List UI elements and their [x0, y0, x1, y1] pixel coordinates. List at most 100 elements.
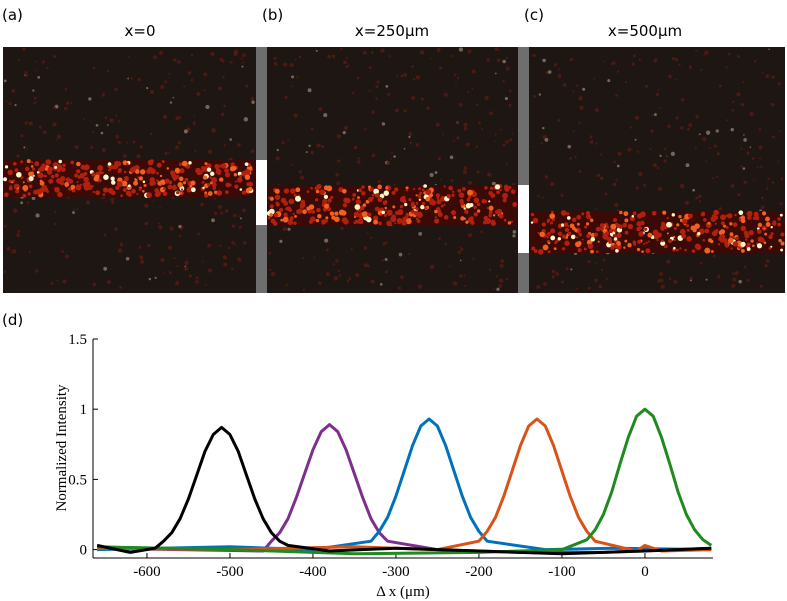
speckle — [149, 89, 154, 94]
speckle — [250, 97, 255, 101]
speckle — [450, 54, 454, 58]
speckle — [434, 209, 438, 214]
speckle — [656, 239, 659, 242]
speckle — [93, 176, 100, 182]
speckle — [167, 245, 172, 250]
speckle — [178, 116, 181, 120]
speckle — [544, 137, 549, 142]
speckle — [473, 212, 478, 217]
speckle — [725, 214, 729, 217]
speckle — [151, 181, 156, 186]
speckle — [466, 198, 471, 202]
speckle — [133, 180, 139, 186]
speckle — [538, 93, 542, 96]
speckle — [340, 226, 344, 231]
speckle — [317, 213, 322, 219]
speckle — [61, 250, 64, 253]
speckle — [381, 122, 386, 126]
speckle — [134, 164, 140, 171]
speckle — [575, 84, 579, 88]
speckle — [184, 177, 189, 182]
speckle — [213, 190, 218, 194]
speckle — [279, 239, 283, 243]
speckle — [318, 107, 323, 112]
speckle — [106, 280, 111, 285]
speckle — [506, 162, 508, 165]
speckle — [212, 186, 217, 190]
speckle — [232, 166, 237, 171]
speckle — [108, 168, 111, 172]
speckle — [612, 233, 616, 237]
speckle — [84, 164, 90, 171]
speckle — [70, 101, 73, 105]
speckle — [726, 119, 728, 122]
speckle — [725, 225, 729, 230]
speckle — [644, 227, 648, 231]
speckle — [777, 222, 782, 227]
speckle — [660, 240, 666, 246]
speckle — [224, 168, 229, 174]
speckle — [678, 63, 681, 66]
speckle — [31, 167, 36, 171]
speckle — [361, 211, 368, 218]
speckle — [292, 212, 295, 215]
speckle — [467, 189, 474, 196]
speckle — [749, 111, 754, 117]
speckle — [241, 65, 244, 68]
speckle — [532, 145, 534, 148]
speckle — [551, 210, 554, 214]
speckle — [752, 244, 755, 248]
speckle — [638, 58, 642, 61]
speckle — [329, 211, 335, 216]
speckle — [668, 277, 672, 280]
speckle — [131, 188, 136, 194]
speckle — [614, 202, 619, 207]
speckle — [168, 151, 171, 154]
speckle — [137, 77, 141, 82]
speckle — [550, 228, 556, 234]
speckle — [295, 187, 301, 193]
speckle — [205, 283, 208, 286]
speckle — [549, 182, 555, 187]
speckle — [362, 203, 367, 207]
speckle — [211, 128, 216, 133]
speckle — [760, 165, 763, 169]
speckle — [31, 161, 34, 164]
speckle — [653, 58, 658, 63]
speckle — [361, 185, 365, 189]
speckle — [223, 262, 228, 267]
speckle — [576, 222, 580, 226]
speckle — [704, 247, 711, 254]
speckle — [6, 100, 9, 103]
speckle — [196, 91, 201, 96]
speckle — [713, 144, 717, 148]
speckle — [92, 190, 95, 194]
speckle — [60, 167, 66, 173]
speckle — [115, 185, 120, 190]
speckle — [12, 249, 17, 254]
speckle — [491, 181, 496, 186]
speckle — [298, 194, 301, 197]
speckle — [582, 87, 586, 91]
speckle — [746, 278, 750, 282]
speckle — [295, 195, 301, 202]
speckle — [410, 202, 415, 207]
speckle — [480, 230, 484, 234]
speckle — [499, 188, 502, 192]
speckle — [550, 235, 556, 241]
speckle — [743, 138, 747, 142]
speckle — [463, 274, 466, 277]
speckle — [680, 97, 685, 102]
speckle — [385, 241, 388, 244]
speckle — [65, 101, 70, 105]
speckle — [56, 168, 61, 173]
speckle — [7, 169, 13, 176]
speckle — [283, 188, 290, 194]
speckle — [384, 206, 388, 210]
speckle — [223, 104, 226, 108]
speckle — [607, 236, 613, 242]
speckle — [361, 191, 366, 196]
speckle — [615, 179, 618, 182]
speckle — [241, 53, 246, 57]
speckle — [671, 56, 676, 61]
